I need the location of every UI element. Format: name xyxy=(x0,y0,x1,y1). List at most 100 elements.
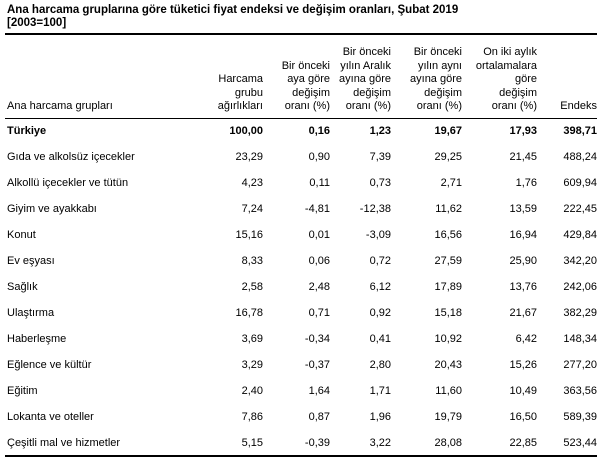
group-name-cell: Ulaştırma xyxy=(7,307,55,319)
value-cell: 8,33 xyxy=(241,255,263,267)
table-row: Sağlık 2,58 2,48 6,12 17,89 13,76 242,06 xyxy=(5,274,597,300)
table-row: Haberleşme 3,69 -0,34 0,41 10,92 6,42 148,34 xyxy=(5,326,597,352)
base-year-note: [2003=100] xyxy=(7,17,67,29)
value-cell: 0,01 xyxy=(308,229,330,241)
value-cell: 11,62 xyxy=(435,203,462,215)
value-cell: 21,67 xyxy=(509,307,537,319)
column-header: On iki aylık ortalamalara göre değişim o… xyxy=(462,34,537,119)
table-row: Lokanta ve oteller 7,86 0,87 1,96 19,79 16,50… xyxy=(5,404,597,430)
group-name-cell: Eğlence ve kültür xyxy=(7,359,92,371)
table-row: Ev eşyası 8,33 0,06 0,72 27,59 25,90 342,20 xyxy=(5,248,597,274)
value-cell: 342,20 xyxy=(563,255,597,267)
cpi-table: Ana harcama grupları Harcama grubu ağırlı… xyxy=(5,33,597,457)
table-row: Giyim ve ayakkabı 7,24 -4,81 -12,38 11,62 13,… xyxy=(5,196,597,222)
value-cell: 2,58 xyxy=(241,281,263,293)
page-title: Ana harcama gruplarına göre tüketici fiy… xyxy=(7,4,459,16)
value-cell: 3,29 xyxy=(241,359,263,371)
value-cell: 20,43 xyxy=(434,359,462,371)
value-cell: 2,40 xyxy=(241,385,263,397)
value-cell: 10,92 xyxy=(434,333,462,345)
table-row: Eğitim 2,40 1,64 1,71 11,60 10,49 363,56 xyxy=(5,378,597,404)
report-header: Ana harcama gruplarına göre tüketici fiy… xyxy=(0,0,605,33)
value-cell: 1,64 xyxy=(308,385,330,397)
value-cell: 2,80 xyxy=(369,359,391,371)
value-cell: 363,56 xyxy=(563,385,597,397)
table-header-row: Ana harcama grupları Harcama grubu ağırlı… xyxy=(5,34,597,119)
value-cell: 589,39 xyxy=(563,411,597,423)
value-cell: 148,34 xyxy=(563,333,597,345)
value-cell: 16,56 xyxy=(434,229,462,241)
value-cell: 100,00 xyxy=(229,125,263,138)
value-cell: 10,49 xyxy=(509,385,537,397)
value-cell: 19,79 xyxy=(434,411,462,423)
value-cell: -4,81 xyxy=(304,203,330,215)
value-cell: 0,71 xyxy=(308,307,330,319)
value-cell: 3,22 xyxy=(369,436,391,449)
column-header: Harcama grubu ağırlıkları xyxy=(192,34,263,119)
group-name-cell: Ev eşyası xyxy=(7,255,55,267)
value-cell: 0,73 xyxy=(369,177,391,189)
value-cell: 6,42 xyxy=(515,333,537,345)
column-header: Bir önceki yılın aynı ayına göre değişim… xyxy=(391,34,462,119)
value-cell: 17,89 xyxy=(434,281,462,293)
table-row: Çeşitli mal ve hizmetler 5,15 -0,39 3,22 28,… xyxy=(5,430,597,456)
value-cell: 23,29 xyxy=(235,151,263,163)
value-cell: 7,24 xyxy=(241,203,263,215)
column-header: Bir önceki aya göre değişim oranı (%) xyxy=(263,34,330,119)
group-name-cell: Lokanta ve oteller xyxy=(7,411,94,423)
column-header: Endeks xyxy=(537,34,597,119)
value-cell: -0,34 xyxy=(304,333,330,345)
value-cell: 609,94 xyxy=(563,177,597,189)
value-cell: 15,18 xyxy=(434,307,462,319)
value-cell: -0,37 xyxy=(304,359,330,371)
value-cell: 1,76 xyxy=(515,177,537,189)
value-cell: 2,71 xyxy=(440,177,462,189)
value-cell: 0,41 xyxy=(369,333,391,345)
value-cell: 6,12 xyxy=(369,281,391,293)
value-cell: 429,84 xyxy=(563,229,597,241)
value-cell: 0,72 xyxy=(369,255,391,267)
group-name-cell: Giyim ve ayakkabı xyxy=(7,203,97,215)
value-cell: 16,50 xyxy=(509,411,537,423)
value-cell: -12,38 xyxy=(359,203,391,215)
group-name-cell: Çeşitli mal ve hizmetler xyxy=(7,436,121,449)
value-cell: 222,45 xyxy=(563,203,597,215)
table-row: Alkollü içecekler ve tütün 4,23 0,11 0,73 2,… xyxy=(5,170,597,196)
value-cell: 277,20 xyxy=(563,359,597,371)
value-cell: 0,11 xyxy=(309,177,330,189)
value-cell: 25,90 xyxy=(509,255,537,267)
value-cell: -0,39 xyxy=(304,436,330,449)
value-cell: 7,86 xyxy=(241,411,263,423)
table-body: Türkiye 100,00 0,16 1,23 19,67 17,93 398,71 Gıd… xyxy=(5,118,597,456)
group-name-cell: Haberleşme xyxy=(7,333,67,345)
value-cell: 4,23 xyxy=(241,177,263,189)
value-cell: 21,45 xyxy=(509,151,537,163)
column-header: Bir önceki yılın Aralık ayına göre değiş… xyxy=(330,34,391,119)
value-cell: 29,25 xyxy=(434,151,462,163)
value-cell: -3,09 xyxy=(365,229,391,241)
column-header: Ana harcama grupları xyxy=(5,34,192,119)
value-cell: 28,08 xyxy=(434,436,462,449)
value-cell: 15,26 xyxy=(509,359,537,371)
value-cell: 11,60 xyxy=(435,385,462,397)
value-cell: 16,78 xyxy=(235,307,263,319)
value-cell: 0,06 xyxy=(308,255,330,267)
value-cell: 0,90 xyxy=(308,151,330,163)
value-cell: 17,93 xyxy=(509,125,537,138)
table-row: Gıda ve alkolsüz içecekler 23,29 0,90 7,39 2… xyxy=(5,144,597,170)
group-name-cell: Gıda ve alkolsüz içecekler xyxy=(7,151,135,163)
value-cell: 7,39 xyxy=(369,151,391,163)
group-name-cell: Eğitim xyxy=(7,385,38,397)
value-cell: 22,85 xyxy=(509,436,537,449)
value-cell: 13,59 xyxy=(509,203,537,215)
value-cell: 19,67 xyxy=(434,125,462,138)
value-cell: 0,87 xyxy=(308,411,330,423)
group-name-cell: Konut xyxy=(7,229,36,241)
value-cell: 242,06 xyxy=(563,281,597,293)
table-header: Ana harcama grupları Harcama grubu ağırlı… xyxy=(5,34,597,119)
value-cell: 398,71 xyxy=(563,125,597,138)
value-cell: 1,96 xyxy=(369,411,391,423)
table-row: Ulaştırma 16,78 0,71 0,92 15,18 21,67 382,29 xyxy=(5,300,597,326)
value-cell: 1,71 xyxy=(369,385,391,397)
